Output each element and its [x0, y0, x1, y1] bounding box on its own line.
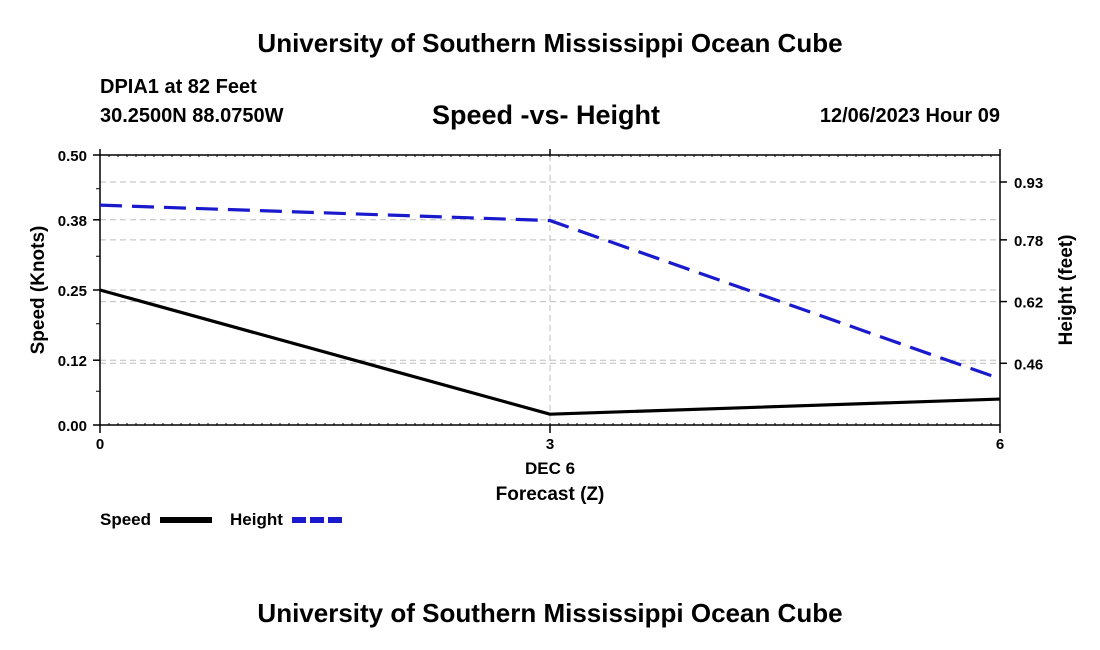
forecast-datetime: 12/06/2023 Hour 09 [819, 105, 1000, 127]
y-left-tick-label: 0.12 [58, 353, 87, 370]
series-line-speed [99, 288, 1001, 416]
chart: 0.000.120.250.380.500.460.620.780.930 3 6 … [28, 148, 1077, 529]
y-right-tick-label: 0.46 [1014, 356, 1043, 373]
x-tick-label: 3 [546, 436, 554, 453]
x-axis-label: Forecast (Z) [496, 484, 605, 505]
footer-title: University of Southern Mississippi Ocean… [257, 598, 843, 628]
y-right-tick-label: 0.93 [1014, 175, 1043, 192]
y-right-tick-label: 0.78 [1014, 233, 1043, 250]
x-tick-label: 0 [96, 436, 104, 453]
station-coordinates: 30.2500N 88.0750W [100, 105, 284, 127]
series-line-height [99, 203, 1001, 381]
y-left-tick-label: 0.50 [58, 148, 87, 165]
y-axis-right-label: Height (feet) [1056, 235, 1077, 346]
legend-height-label: Height [230, 510, 283, 529]
x-axis-date-label: DEC 6 [525, 459, 575, 478]
chart-title: Speed -vs- Height [432, 100, 661, 130]
y-right-tick-label: 0.62 [1014, 295, 1043, 312]
series [99, 203, 1001, 416]
x-tick-label: 6 [996, 436, 1004, 453]
legend: Speed Height [100, 510, 342, 529]
y-left-tick-label: 0.25 [58, 283, 87, 300]
page-title: University of Southern Mississippi Ocean… [257, 28, 843, 58]
ticks: 0.00 0.12 0.25 0.38 0.50 0.46 0.62 0.78 0.93 0 3 6 [58, 148, 1043, 453]
y-left-tick-label: 0.38 [58, 213, 87, 230]
grid [100, 155, 1000, 425]
station-name: DPIA1 at 82 Feet [100, 76, 257, 98]
y-axis-left-label: Speed (Knots) [28, 226, 49, 355]
legend-speed-label: Speed [100, 510, 151, 529]
y-left-tick-label: 0.00 [58, 418, 87, 435]
